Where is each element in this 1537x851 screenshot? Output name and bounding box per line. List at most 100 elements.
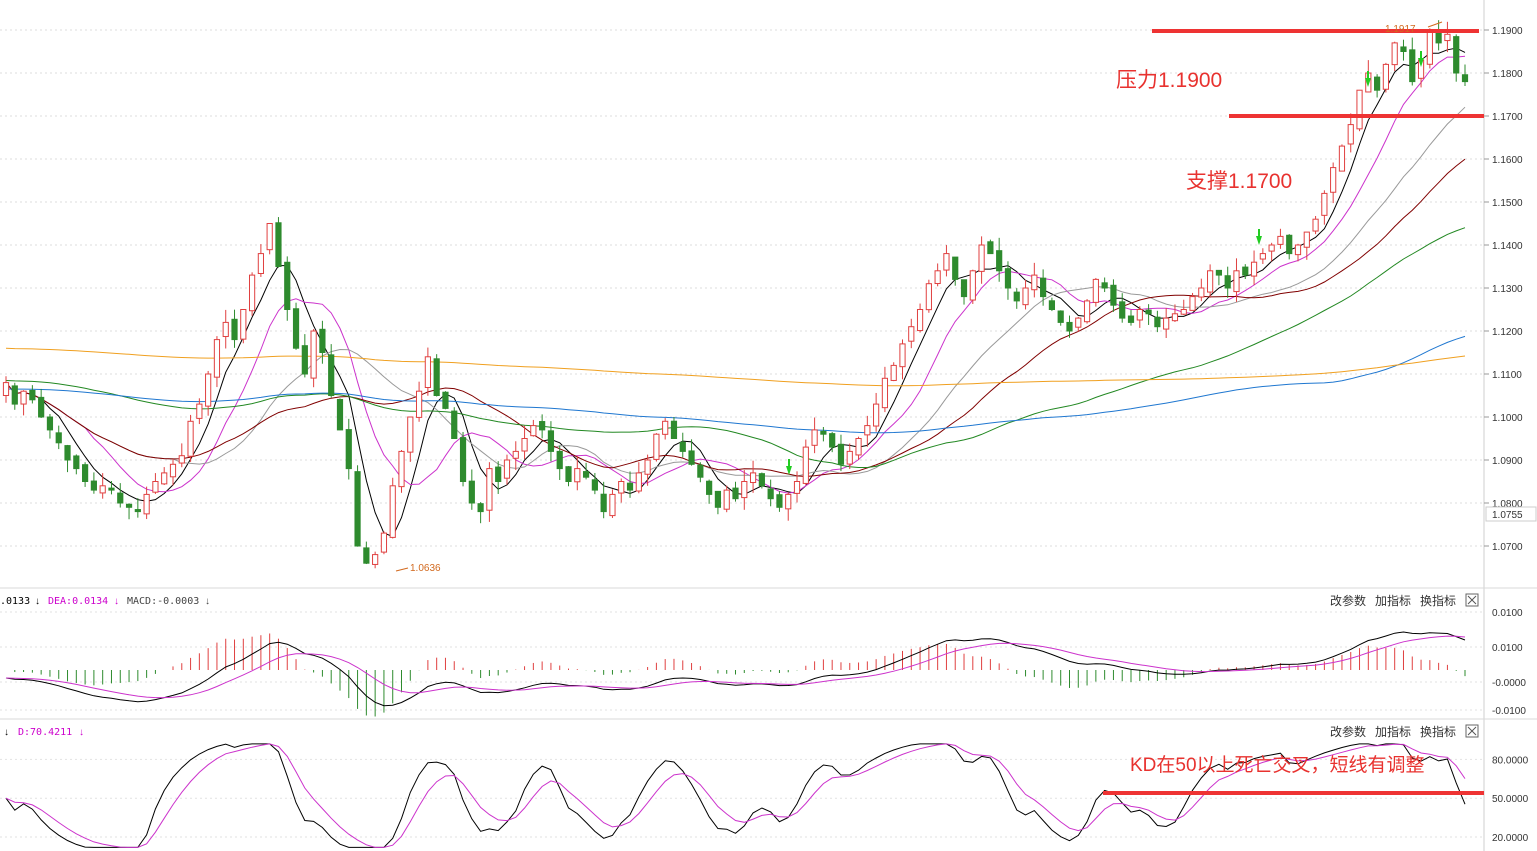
- price-tick-label: 1.1600: [1492, 155, 1523, 166]
- kd-add-button[interactable]: 加指标: [1375, 724, 1411, 739]
- candle-body: [1119, 301, 1126, 319]
- candle: [1303, 231, 1310, 260]
- candle-body: [1048, 300, 1056, 311]
- candle-body: [1330, 167, 1337, 193]
- macd-lines: [5, 631, 1466, 707]
- candle: [451, 407, 458, 440]
- candle-body: [723, 489, 730, 510]
- candle: [1250, 250, 1258, 285]
- candle: [213, 336, 221, 388]
- candle: [73, 454, 80, 475]
- price-tick-label: 1.1900: [1492, 26, 1523, 37]
- candle-body: [626, 482, 634, 491]
- candle-body: [679, 441, 686, 452]
- kd-header: ↓ D:70.4211 ↓: [4, 727, 84, 738]
- candle-body: [1259, 253, 1266, 260]
- candle-body: [899, 343, 906, 368]
- kd-tick-label: 80.0000: [1492, 755, 1529, 766]
- k-line: [5, 743, 1466, 848]
- candle-body: [618, 481, 625, 494]
- candle: [732, 481, 739, 502]
- candle: [125, 503, 133, 520]
- candle-body: [714, 490, 722, 508]
- kd-lines: [5, 743, 1466, 848]
- candle-body: [547, 430, 555, 452]
- candle: [2, 376, 10, 403]
- candle: [468, 469, 475, 510]
- current-price-label: 1.0755: [1492, 510, 1523, 521]
- candle-body: [670, 420, 678, 439]
- candle: [477, 502, 484, 524]
- candle-body: [1374, 76, 1381, 91]
- candle-body: [90, 480, 97, 491]
- candle-body: [582, 471, 590, 478]
- candle: [117, 483, 124, 508]
- candle-body: [600, 493, 607, 513]
- candle-body: [1453, 36, 1460, 74]
- macd-switch-button[interactable]: 换指标: [1420, 593, 1456, 608]
- candle: [943, 245, 950, 277]
- candle-body: [591, 479, 598, 491]
- candle-body: [987, 241, 994, 255]
- candle-body: [1233, 270, 1240, 293]
- candle: [749, 460, 757, 493]
- candle: [442, 391, 449, 410]
- candle: [1031, 262, 1038, 298]
- candle: [178, 443, 185, 468]
- candle-body: [635, 472, 642, 492]
- candle-body: [1242, 266, 1249, 276]
- candle-body: [1312, 218, 1319, 232]
- candle: [1286, 234, 1293, 260]
- candle: [1409, 37, 1416, 86]
- candle-body: [934, 270, 941, 285]
- macd-params-button[interactable]: 改参数: [1330, 593, 1366, 608]
- candle-body: [556, 450, 563, 470]
- candle: [618, 478, 625, 503]
- kd-close-button[interactable]: [1465, 724, 1479, 738]
- candle-body: [459, 437, 467, 483]
- candle: [1136, 306, 1143, 328]
- candle-body: [38, 396, 45, 418]
- candle-body: [1154, 316, 1161, 328]
- kd-axis: 80.0000 50.0000 20.0000: [1492, 755, 1529, 844]
- kd-params-button[interactable]: 改参数: [1330, 724, 1366, 739]
- candle-body: [161, 472, 168, 485]
- candle-body: [846, 450, 853, 465]
- candle-body: [1391, 42, 1398, 66]
- candle-body: [1031, 274, 1038, 291]
- candle-body: [644, 459, 651, 475]
- candle: [20, 390, 27, 416]
- signal-arrows: [786, 51, 1424, 475]
- candle: [363, 541, 370, 565]
- main-panel-grid: [0, 29, 1484, 547]
- candle: [196, 398, 203, 425]
- candle: [767, 479, 774, 507]
- kd-switch-button[interactable]: 换指标: [1420, 724, 1456, 739]
- candle-body: [565, 466, 572, 482]
- macd-add-button[interactable]: 加指标: [1375, 593, 1411, 608]
- candle-body: [407, 416, 414, 453]
- candle-body: [969, 270, 976, 301]
- candle-body: [925, 283, 932, 311]
- candle: [336, 398, 344, 431]
- candle-body: [266, 223, 273, 251]
- candle-body: [653, 433, 660, 460]
- candle-body: [187, 420, 194, 457]
- candle-body: [415, 390, 423, 418]
- candle-body: [424, 356, 431, 388]
- price-tick-label: 1.1200: [1492, 327, 1523, 338]
- candle-body: [231, 318, 238, 341]
- candle: [1075, 316, 1082, 332]
- candle: [82, 462, 89, 487]
- candle: [1347, 113, 1354, 153]
- candle: [916, 303, 924, 333]
- candle-body: [1189, 296, 1196, 311]
- macd-close-button[interactable]: [1465, 593, 1479, 607]
- candle-body: [213, 339, 221, 378]
- price-tick-label: 1.1500: [1492, 198, 1523, 209]
- candle-body: [706, 480, 713, 495]
- candle: [495, 461, 502, 494]
- candle-body: [451, 410, 458, 440]
- candle: [1022, 279, 1029, 310]
- candle: [222, 309, 229, 349]
